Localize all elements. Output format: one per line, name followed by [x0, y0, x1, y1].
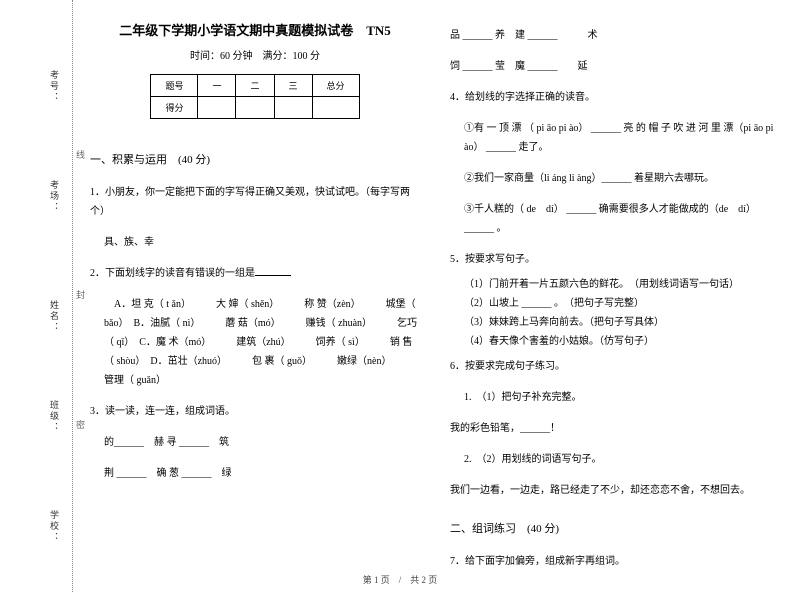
question-2-stem: 2．下面划线字的读音有错误的一组是	[90, 268, 255, 279]
binding-dash-line	[72, 0, 73, 592]
q3-cont-2: 饲 ______ 莹 魔 ______ 延	[450, 57, 780, 76]
table-row: 得分	[151, 97, 359, 119]
q3-cont-1: 品 ______ 养 建 ______ 术	[450, 26, 780, 45]
question-3-line2: 荆 ______ 确 葱 ______ 绿	[90, 464, 420, 483]
question-1: 1．小朋友，你一定能把下面的字写得正确又美观，快试试吧。（每字写两个）	[90, 183, 420, 221]
binding-tag: 封	[74, 290, 87, 299]
th-total: 总分	[312, 75, 359, 97]
question-6-1-sentence: 我的彩色铅笔，______！	[450, 419, 780, 438]
binding-label: 考场：	[48, 180, 61, 213]
td-score: 得分	[151, 97, 198, 119]
section-1-heading: 一、积累与运用 (40 分)	[90, 151, 420, 167]
th-2: 二	[236, 75, 274, 97]
td-1	[198, 97, 236, 119]
th-1: 一	[198, 75, 236, 97]
list-item: （4）春天像个害羞的小姑娘。（仿写句子）	[464, 332, 780, 351]
question-4-3: ③千人糕的（ de dí） ______ 确需要很多人才能做成的（de dí） …	[450, 200, 780, 238]
question-5-list: （1）门前开着一片五颜六色的鲜花。 （用划线词语写一句话） （2）山坡上 ___…	[450, 275, 780, 351]
binding-label: 考号：	[48, 70, 61, 103]
question-6-2: 2. （2）用划线的词语写句子。	[450, 450, 780, 469]
th-3: 三	[274, 75, 312, 97]
binding-label: 班级：	[48, 400, 61, 433]
left-column: 二年级下学期小学语文期中真题模拟试卷 TN5 时间：60 分钟 满分：100 分…	[90, 20, 420, 560]
question-2-options: A．坦 克（ t ǎn） 大 婶（ shěn） 称 赞（zèn） 城堡（ bǎo…	[90, 295, 420, 390]
question-2: 2．下面划线字的读音有错误的一组是	[90, 264, 420, 283]
right-column: 品 ______ 养 建 ______ 术 饲 ______ 莹 魔 _____…	[450, 20, 780, 560]
binding-tag: 密	[74, 420, 87, 429]
list-item: （1）门前开着一片五颜六色的鲜花。 （用划线词语写一句话）	[464, 275, 780, 294]
th-num: 题号	[151, 75, 198, 97]
binding-tag: 线	[74, 150, 87, 159]
binding-label: 学校：	[48, 510, 61, 543]
page-footer: 第 1 页 / 共 2 页	[0, 573, 800, 586]
question-7: 7．给下面字加偏旁，组成新字再组词。	[450, 552, 780, 571]
question-3-line1: 的______ 赫 寻 ______ 筑	[90, 433, 420, 452]
question-6-1: 1. （1）把句子补充完整。	[450, 388, 780, 407]
q5-4: （4）春天像个害羞的小姑娘。（仿写句子）	[464, 336, 654, 347]
question-1-chars: 具、族、幸	[90, 233, 420, 252]
question-3: 3．读一读，连一连，组成词语。	[90, 402, 420, 421]
list-item: （2）山坡上 ______ 。 （把句子写完整）	[464, 294, 780, 313]
binding-margin: 考号：考场：姓名：班级：学校：线封密	[22, 0, 82, 592]
q5-3: （3）妹妹跨上马奔向前去。（把句子写具体）	[464, 317, 664, 328]
score-table: 题号 一 二 三 总分 得分	[150, 74, 359, 119]
section-2-heading: 二、组词练习 (40 分)	[450, 520, 780, 536]
list-item: （3）妹妹跨上马奔向前去。（把句子写具体）	[464, 313, 780, 332]
td-3	[274, 97, 312, 119]
question-4-1: ①有 一 顶 漂 （ pi āo pi ào） ______ 亮 的 帽 子 吹…	[450, 119, 780, 157]
question-4-2: ②我们一家商量（li áng li àng）______ 着星期六去哪玩。	[450, 169, 780, 188]
binding-label: 姓名：	[48, 300, 61, 333]
question-5: 5．按要求写句子。	[450, 250, 780, 269]
td-2	[236, 97, 274, 119]
blank	[255, 266, 291, 276]
table-row: 题号 一 二 三 总分	[151, 75, 359, 97]
question-6: 6．按要求完成句子练习。	[450, 357, 780, 376]
exam-title: 二年级下学期小学语文期中真题模拟试卷 TN5	[90, 20, 420, 39]
question-4: 4．给划线的字选择正确的读音。	[450, 88, 780, 107]
exam-subtitle: 时间：60 分钟 满分：100 分	[90, 47, 420, 62]
q5-2: （2）山坡上 ______ 。 （把句子写完整）	[464, 298, 644, 309]
q5-1: （1）门前开着一片五颜六色的鲜花。 （用划线词语写一句话）	[464, 279, 739, 290]
question-6-2-sentence: 我们一边看，一边走，路已经走了不少，却还恋恋不舍，不想回去。	[450, 481, 780, 500]
page-content: 二年级下学期小学语文期中真题模拟试卷 TN5 时间：60 分钟 满分：100 分…	[90, 20, 780, 560]
td-total	[312, 97, 359, 119]
